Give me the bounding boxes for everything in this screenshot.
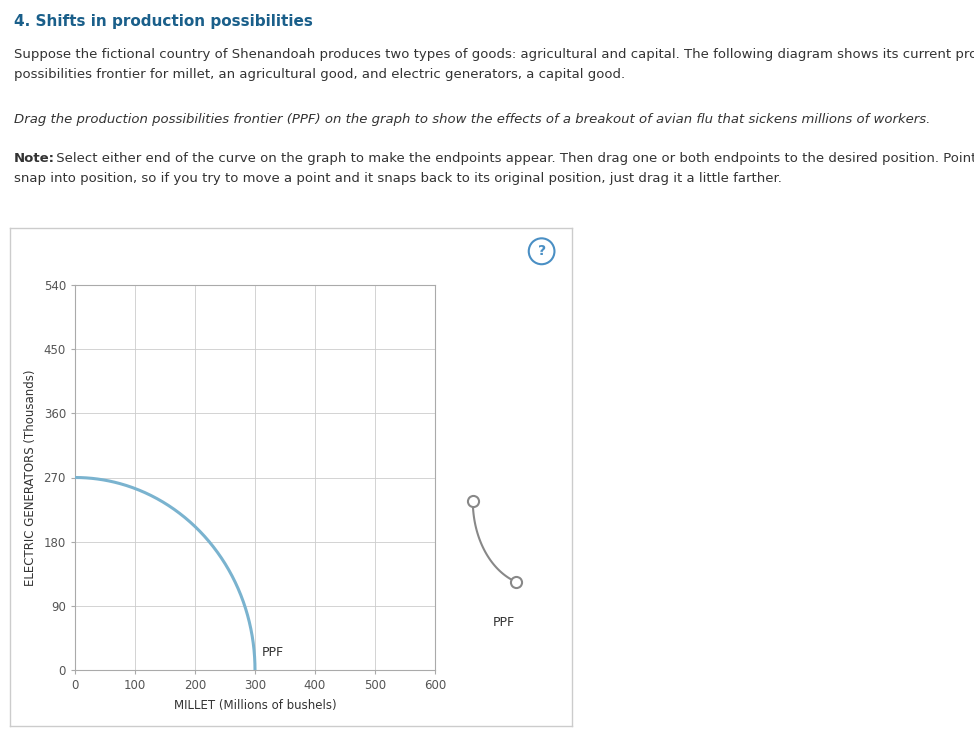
Text: Select either end of the curve on the graph to make the endpoints appear. Then d: Select either end of the curve on the gr… bbox=[52, 152, 974, 165]
Text: snap into position, so if you try to move a point and it snaps back to its origi: snap into position, so if you try to mov… bbox=[14, 172, 782, 185]
X-axis label: MILLET (Millions of bushels): MILLET (Millions of bushels) bbox=[173, 699, 336, 712]
Circle shape bbox=[529, 238, 554, 264]
Text: Suppose the fictional country of Shenandoah produces two types of goods: agricul: Suppose the fictional country of Shenand… bbox=[14, 48, 974, 61]
Text: PPF: PPF bbox=[493, 616, 515, 629]
Y-axis label: ELECTRIC GENERATORS (Thousands): ELECTRIC GENERATORS (Thousands) bbox=[23, 369, 37, 586]
Text: possibilities frontier for millet, an agricultural good, and electric generators: possibilities frontier for millet, an ag… bbox=[14, 68, 625, 81]
Text: 4. Shifts in production possibilities: 4. Shifts in production possibilities bbox=[14, 14, 313, 29]
Text: Drag the production possibilities frontier (PPF) on the graph to show the effect: Drag the production possibilities fronti… bbox=[14, 113, 930, 126]
Text: Note:: Note: bbox=[14, 152, 55, 165]
Text: ?: ? bbox=[538, 244, 545, 258]
Text: PPF: PPF bbox=[262, 646, 284, 659]
